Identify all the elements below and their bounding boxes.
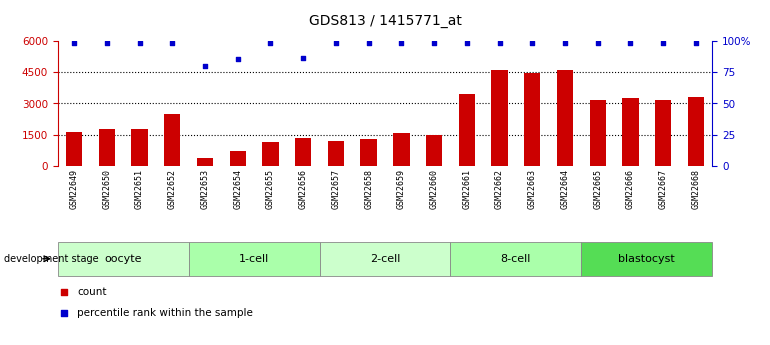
Point — [199, 63, 211, 69]
Text: GSM22658: GSM22658 — [364, 169, 373, 209]
Bar — [426, 135, 442, 166]
Text: GSM22654: GSM22654 — [233, 169, 243, 209]
Text: development stage: development stage — [4, 254, 99, 264]
Point — [330, 40, 342, 46]
Bar — [197, 158, 213, 166]
Text: GSM22649: GSM22649 — [69, 169, 79, 209]
Point — [133, 40, 146, 46]
Text: percentile rank within the sample: percentile rank within the sample — [77, 308, 253, 317]
Point — [232, 56, 244, 61]
Point — [591, 40, 604, 46]
Bar — [295, 138, 311, 166]
Text: GSM22652: GSM22652 — [168, 169, 177, 209]
Point — [68, 40, 80, 46]
Text: GDS813 / 1415771_at: GDS813 / 1415771_at — [309, 14, 461, 28]
Text: GSM22656: GSM22656 — [299, 169, 308, 209]
Text: GSM22664: GSM22664 — [561, 169, 570, 209]
Bar — [622, 98, 638, 166]
Text: GSM22650: GSM22650 — [102, 169, 112, 209]
Bar — [590, 100, 606, 166]
Bar — [688, 97, 704, 166]
Bar — [557, 70, 573, 166]
Point — [624, 40, 637, 46]
Point — [395, 40, 407, 46]
Bar — [328, 141, 344, 166]
Point — [690, 40, 702, 46]
Text: GSM22661: GSM22661 — [462, 169, 471, 209]
Text: GSM22651: GSM22651 — [135, 169, 144, 209]
Text: GSM22655: GSM22655 — [266, 169, 275, 209]
Text: GSM22657: GSM22657 — [331, 169, 340, 209]
Text: GSM22659: GSM22659 — [397, 169, 406, 209]
Bar — [491, 70, 507, 166]
Bar — [164, 114, 180, 166]
Bar — [581, 241, 712, 276]
Text: GSM22668: GSM22668 — [691, 169, 701, 209]
Point — [297, 55, 310, 60]
Bar — [320, 241, 450, 276]
Text: oocyte: oocyte — [105, 254, 142, 264]
Text: 2-cell: 2-cell — [370, 254, 400, 264]
Text: GSM22663: GSM22663 — [527, 169, 537, 209]
Bar — [229, 151, 246, 166]
Text: GSM22665: GSM22665 — [593, 169, 602, 209]
Point — [526, 40, 538, 46]
Bar — [66, 132, 82, 166]
Bar — [189, 241, 320, 276]
Point — [657, 40, 669, 46]
Bar — [263, 142, 279, 166]
Text: blastocyst: blastocyst — [618, 254, 675, 264]
Text: GSM22653: GSM22653 — [200, 169, 209, 209]
Point — [494, 40, 506, 46]
Point — [559, 40, 571, 46]
Text: 1-cell: 1-cell — [239, 254, 270, 264]
Bar — [459, 93, 475, 166]
Point — [166, 40, 179, 46]
Bar — [58, 241, 189, 276]
Point — [101, 40, 113, 46]
Bar — [99, 129, 115, 166]
Text: GSM22667: GSM22667 — [658, 169, 668, 209]
Point — [460, 40, 473, 46]
Bar — [655, 100, 671, 166]
Bar — [450, 241, 581, 276]
Point — [264, 40, 276, 46]
Point — [59, 289, 71, 295]
Bar — [393, 133, 410, 166]
Bar — [524, 73, 541, 166]
Point — [59, 310, 71, 315]
Text: count: count — [77, 287, 107, 297]
Text: GSM22660: GSM22660 — [430, 169, 439, 209]
Bar — [360, 139, 377, 166]
Text: 8-cell: 8-cell — [500, 254, 531, 264]
Text: GSM22666: GSM22666 — [626, 169, 635, 209]
Point — [428, 40, 440, 46]
Bar — [132, 129, 148, 166]
Text: GSM22662: GSM22662 — [495, 169, 504, 209]
Point — [363, 40, 375, 46]
